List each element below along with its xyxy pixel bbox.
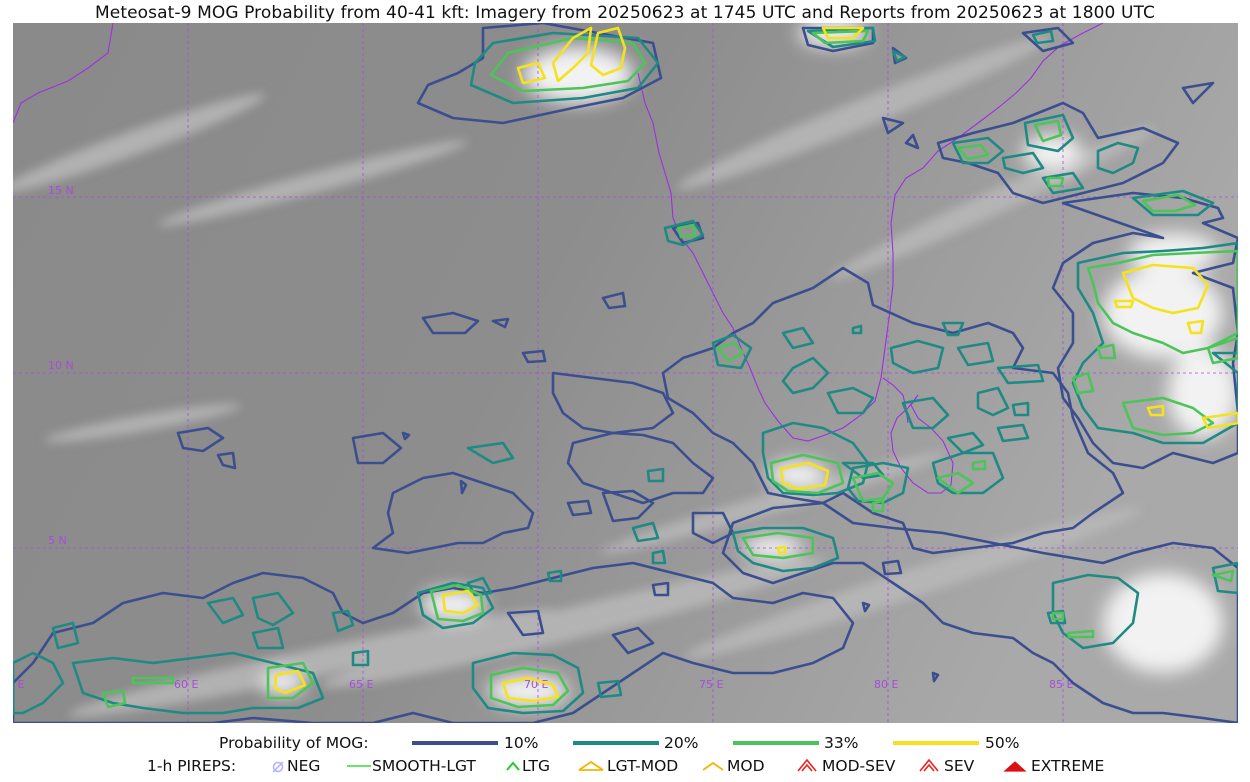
contours-10-percent — [13, 23, 1238, 723]
severe-icon — [919, 758, 939, 772]
lon-label-80e: 80 E — [874, 678, 898, 691]
pirep-label-lgt-mod: LGT-MOD — [607, 757, 679, 775]
legend-swatch-20 — [573, 741, 659, 745]
pirep-legend: 1-h PIREPS: NEG SMOOTH-LGT LTG LGT-MOD M… — [0, 756, 1250, 776]
lon-label-55e: 55 E — [13, 678, 24, 691]
contours-50-percent — [273, 26, 1238, 703]
lat-lon-grid — [13, 23, 1238, 723]
extreme-icon — [1003, 761, 1027, 772]
grid-labels: 15 N 10 N 5 N 55 E 60 E 65 E 70 E 75 E 8… — [13, 184, 1073, 691]
light-icon — [506, 761, 520, 771]
contours-20-percent — [13, 26, 1238, 715]
legend-swatch-50 — [893, 741, 979, 745]
moderate-severe-icon — [797, 758, 817, 772]
pirep-label-ltg: LTG — [522, 757, 550, 775]
lon-label-65e: 65 E — [349, 678, 373, 691]
lon-label-75e: 75 E — [699, 678, 723, 691]
pirep-label-mod-sev: MOD-SEV — [822, 757, 896, 775]
moderate-icon — [702, 761, 724, 771]
legend-label-10: 10% — [504, 734, 539, 752]
legend-label-33: 33% — [824, 734, 859, 752]
satellite-map: 15 N 10 N 5 N 55 E 60 E 65 E 70 E 75 E 8… — [13, 23, 1238, 723]
pirep-label-neg: NEG — [287, 757, 321, 775]
light-moderate-icon — [578, 760, 604, 771]
pirep-label-smooth-lgt: SMOOTH-LGT — [372, 757, 476, 775]
chart-title: Meteosat-9 MOG Probability from 40-41 kf… — [95, 3, 1155, 23]
legend-swatch-10 — [412, 741, 498, 745]
pirep-legend-title: 1-h PIREPS: — [147, 757, 237, 775]
lon-label-85e: 85 E — [1049, 678, 1073, 691]
legend-label-20: 20% — [664, 734, 699, 752]
map-canvas: 15 N 10 N 5 N 55 E 60 E 65 E 70 E 75 E 8… — [13, 23, 1238, 723]
neg-icon — [272, 761, 284, 773]
lat-label-15n: 15 N — [48, 184, 74, 197]
pirep-label-sev: SEV — [944, 757, 975, 775]
legend-swatch-33 — [733, 741, 819, 745]
lat-label-10n: 10 N — [48, 359, 74, 372]
lat-label-5n: 5 N — [48, 534, 67, 547]
contours-33-percent — [101, 29, 1238, 709]
legend-label-50: 50% — [985, 734, 1020, 752]
pirep-label-mod: MOD — [727, 757, 765, 775]
pirep-label-extreme: EXTREME — [1031, 757, 1105, 775]
probability-legend-title: Probability of MOG: — [219, 734, 369, 752]
smooth-light-icon — [347, 765, 371, 767]
lon-label-60e: 60 E — [174, 678, 198, 691]
probability-legend: Probability of MOG: 10% 20% 33% 50% — [0, 733, 1250, 753]
